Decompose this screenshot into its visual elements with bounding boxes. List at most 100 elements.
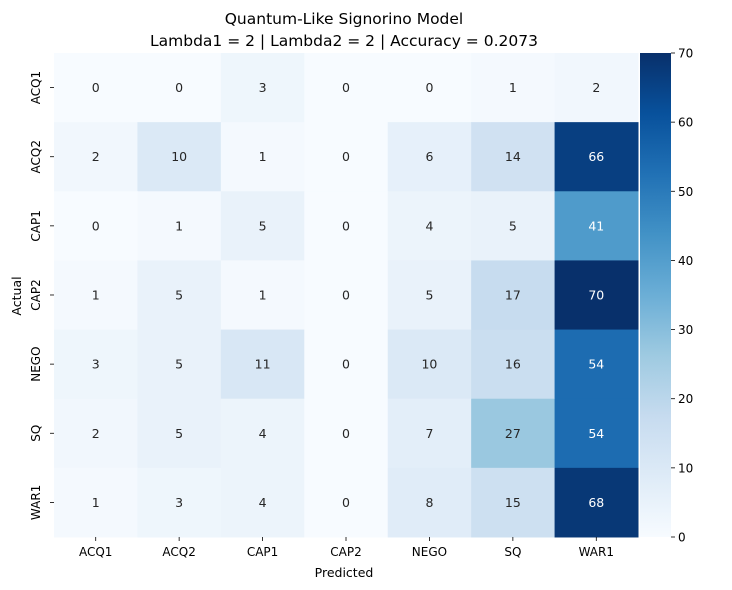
heatmap-cell xyxy=(554,191,639,261)
heatmap-cell xyxy=(54,191,138,261)
cell-value-label: 66 xyxy=(588,149,604,164)
cell-value-label: 10 xyxy=(421,357,437,372)
colorbar-tick-label: 10 xyxy=(678,461,693,475)
cell-value-label: 3 xyxy=(92,357,100,372)
heatmap-cell xyxy=(471,122,556,192)
x-tick-label: SQ xyxy=(504,545,521,559)
cell-value-label: 0 xyxy=(342,426,350,441)
cell-value-label: 0 xyxy=(342,495,350,510)
cell-value-label: 8 xyxy=(425,495,433,510)
heatmap-cell xyxy=(471,53,556,123)
heatmap-cell xyxy=(471,191,556,261)
heatmap-cell xyxy=(220,53,305,123)
colorbar-tick-label: 40 xyxy=(678,254,693,268)
y-tick-label: SQ xyxy=(29,425,43,442)
cell-value-label: 5 xyxy=(509,218,517,233)
heatmap-cell xyxy=(471,398,556,469)
cell-value-label: 1 xyxy=(92,287,100,302)
cell-value-label: 1 xyxy=(509,80,517,95)
cell-value-label: 0 xyxy=(342,287,350,302)
heatmap-cell xyxy=(220,122,305,192)
cell-value-label: 0 xyxy=(342,357,350,372)
cell-value-label: 17 xyxy=(505,287,521,302)
cell-value-label: 5 xyxy=(175,287,183,302)
colorbar-tick-label: 70 xyxy=(678,47,693,61)
heatmap-cells: 0 0 3 0 0 1 22 10 1 0 6 14 660 1 5 0 4 5 411 5 1 0 5 17 703 5 11 0 1… xyxy=(54,53,639,538)
x-tick-label: CAP2 xyxy=(330,545,361,559)
heatmap-cell xyxy=(54,329,138,400)
cell-value-label: 68 xyxy=(588,495,604,510)
cell-value-label: 1 xyxy=(92,495,100,510)
heatmap-cell xyxy=(554,53,639,123)
heatmap-cell xyxy=(220,398,305,469)
colorbar-tick-label: 30 xyxy=(678,323,693,337)
cell-value-label: 3 xyxy=(175,495,183,510)
heatmap-cell xyxy=(471,329,556,400)
heatmap-cell xyxy=(304,191,389,261)
heatmap-cell xyxy=(304,467,389,538)
y-tick-labels: ACQ1 ACQ2 CAP1 CAP2 NEGO SQ WAR1 xyxy=(29,71,54,520)
cell-value-label: 54 xyxy=(588,426,604,441)
cell-value-label: 14 xyxy=(505,149,521,164)
cell-value-label: 0 xyxy=(425,80,433,95)
y-axis-label: Actual xyxy=(9,276,24,315)
y-tick-label: ACQ2 xyxy=(29,140,43,173)
y-tick-label: CAP1 xyxy=(29,210,43,241)
cell-value-label: 70 xyxy=(588,287,604,302)
cell-value-label: 7 xyxy=(425,426,433,441)
cell-value-label: 15 xyxy=(505,495,521,510)
heatmap-cell xyxy=(304,398,389,469)
cell-value-label: 0 xyxy=(342,149,350,164)
cell-value-label: 5 xyxy=(259,218,267,233)
heatmap-cell xyxy=(471,467,556,538)
colorbar-tick-label: 50 xyxy=(678,185,693,199)
heatmap-cell xyxy=(54,467,138,538)
heatmap-cell xyxy=(387,329,472,400)
colorbar-tick-label: 60 xyxy=(678,116,693,130)
cell-value-label: 5 xyxy=(175,426,183,441)
x-tick-label: WAR1 xyxy=(579,545,614,559)
heatmap-cell xyxy=(137,191,222,261)
cell-value-label: 0 xyxy=(342,80,350,95)
cell-value-label: 0 xyxy=(342,218,350,233)
y-tick-label: CAP2 xyxy=(29,279,43,310)
heatmap-cell xyxy=(137,260,222,331)
cell-value-label: 10 xyxy=(171,149,187,164)
colorbar xyxy=(640,53,671,537)
heatmap-cell xyxy=(471,260,556,331)
heatmap-cell xyxy=(137,467,222,538)
heatmap-cell xyxy=(554,467,639,538)
heatmap-cell xyxy=(387,398,472,469)
cell-value-label: 5 xyxy=(425,287,433,302)
heatmap-cell xyxy=(54,122,138,192)
heatmap-cell xyxy=(137,122,222,192)
y-tick-label: ACQ1 xyxy=(29,71,43,104)
colorbar-tick-label: 20 xyxy=(678,392,693,406)
y-tick-label: NEGO xyxy=(29,346,43,381)
heatmap-cell xyxy=(220,329,305,400)
cell-value-label: 1 xyxy=(175,218,183,233)
cell-value-label: 2 xyxy=(92,426,100,441)
chart-subtitle: Lambda1 = 2 | Lambda2 = 2 | Accuracy = 0… xyxy=(150,32,538,50)
heatmap-cell xyxy=(137,53,222,123)
cell-value-label: 1 xyxy=(259,149,267,164)
cell-value-label: 54 xyxy=(588,357,604,372)
heatmap-cell xyxy=(304,53,389,123)
x-tick-labels: ACQ1 ACQ2 CAP1 CAP2 NEGO SQ WAR1 xyxy=(79,536,614,559)
cell-value-label: 4 xyxy=(425,218,433,233)
heatmap-cell xyxy=(387,467,472,538)
x-axis-label: Predicted xyxy=(315,565,374,580)
heatmap-cell xyxy=(137,329,222,400)
heatmap-cell xyxy=(554,329,639,400)
x-tick-label: ACQ2 xyxy=(162,545,195,559)
heatmap-cell xyxy=(387,260,472,331)
heatmap-cell xyxy=(554,398,639,469)
chart-title: Quantum-Like Signorino Model xyxy=(225,10,464,28)
cell-value-label: 0 xyxy=(92,80,100,95)
cell-value-label: 41 xyxy=(588,218,604,233)
y-tick-label: WAR1 xyxy=(29,485,43,520)
heatmap-cell xyxy=(554,260,639,331)
cell-value-label: 16 xyxy=(505,357,521,372)
cell-value-label: 11 xyxy=(255,357,271,372)
